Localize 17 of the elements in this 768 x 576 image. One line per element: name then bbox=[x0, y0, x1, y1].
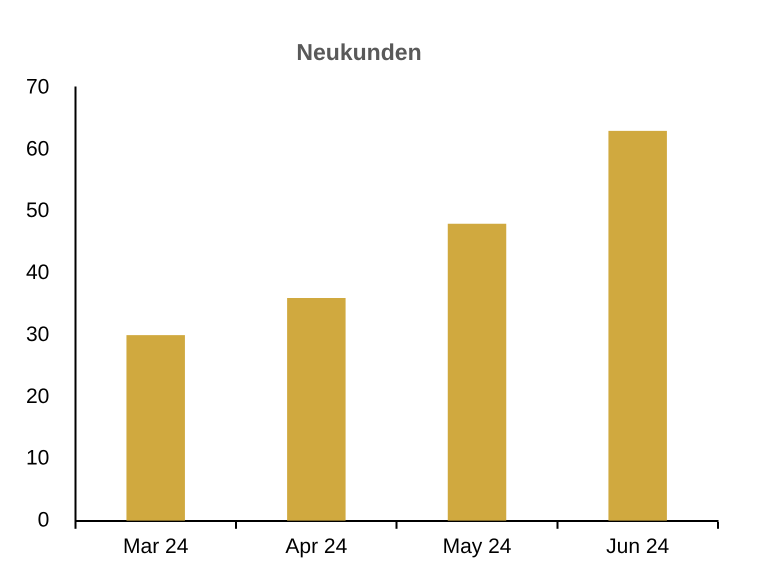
bar bbox=[448, 224, 506, 521]
bar bbox=[608, 130, 667, 521]
y-tick-label: 20 bbox=[26, 384, 50, 408]
x-tick-label: Mar 24 bbox=[123, 535, 189, 558]
y-tick-label: 50 bbox=[26, 199, 50, 222]
bar bbox=[126, 335, 185, 521]
x-tick-label: Apr 24 bbox=[285, 535, 348, 558]
x-tick-label: Jun 24 bbox=[606, 535, 670, 558]
y-tick-label: 30 bbox=[26, 322, 50, 346]
y-tick-label: 60 bbox=[26, 137, 50, 160]
y-tick-label: 70 bbox=[26, 75, 50, 98]
y-tick-label: 40 bbox=[26, 261, 50, 284]
x-tick-label: May 24 bbox=[442, 535, 512, 558]
bar bbox=[287, 298, 346, 521]
chart-title: Neukunden bbox=[296, 39, 422, 66]
y-tick-label: 0 bbox=[38, 508, 50, 532]
y-tick-label: 10 bbox=[26, 446, 50, 470]
